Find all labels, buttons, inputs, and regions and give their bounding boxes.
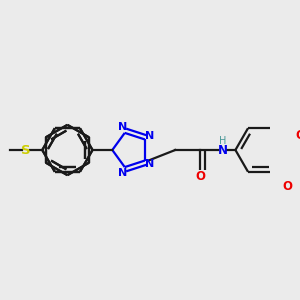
Text: O: O (195, 170, 206, 184)
Text: S: S (21, 143, 31, 157)
Text: N: N (145, 159, 154, 169)
Text: O: O (283, 180, 292, 193)
Text: N: N (118, 122, 128, 132)
Text: N: N (118, 168, 128, 178)
Text: H: H (219, 136, 226, 146)
Text: O: O (295, 129, 300, 142)
Text: N: N (218, 143, 228, 157)
Text: N: N (145, 131, 154, 141)
